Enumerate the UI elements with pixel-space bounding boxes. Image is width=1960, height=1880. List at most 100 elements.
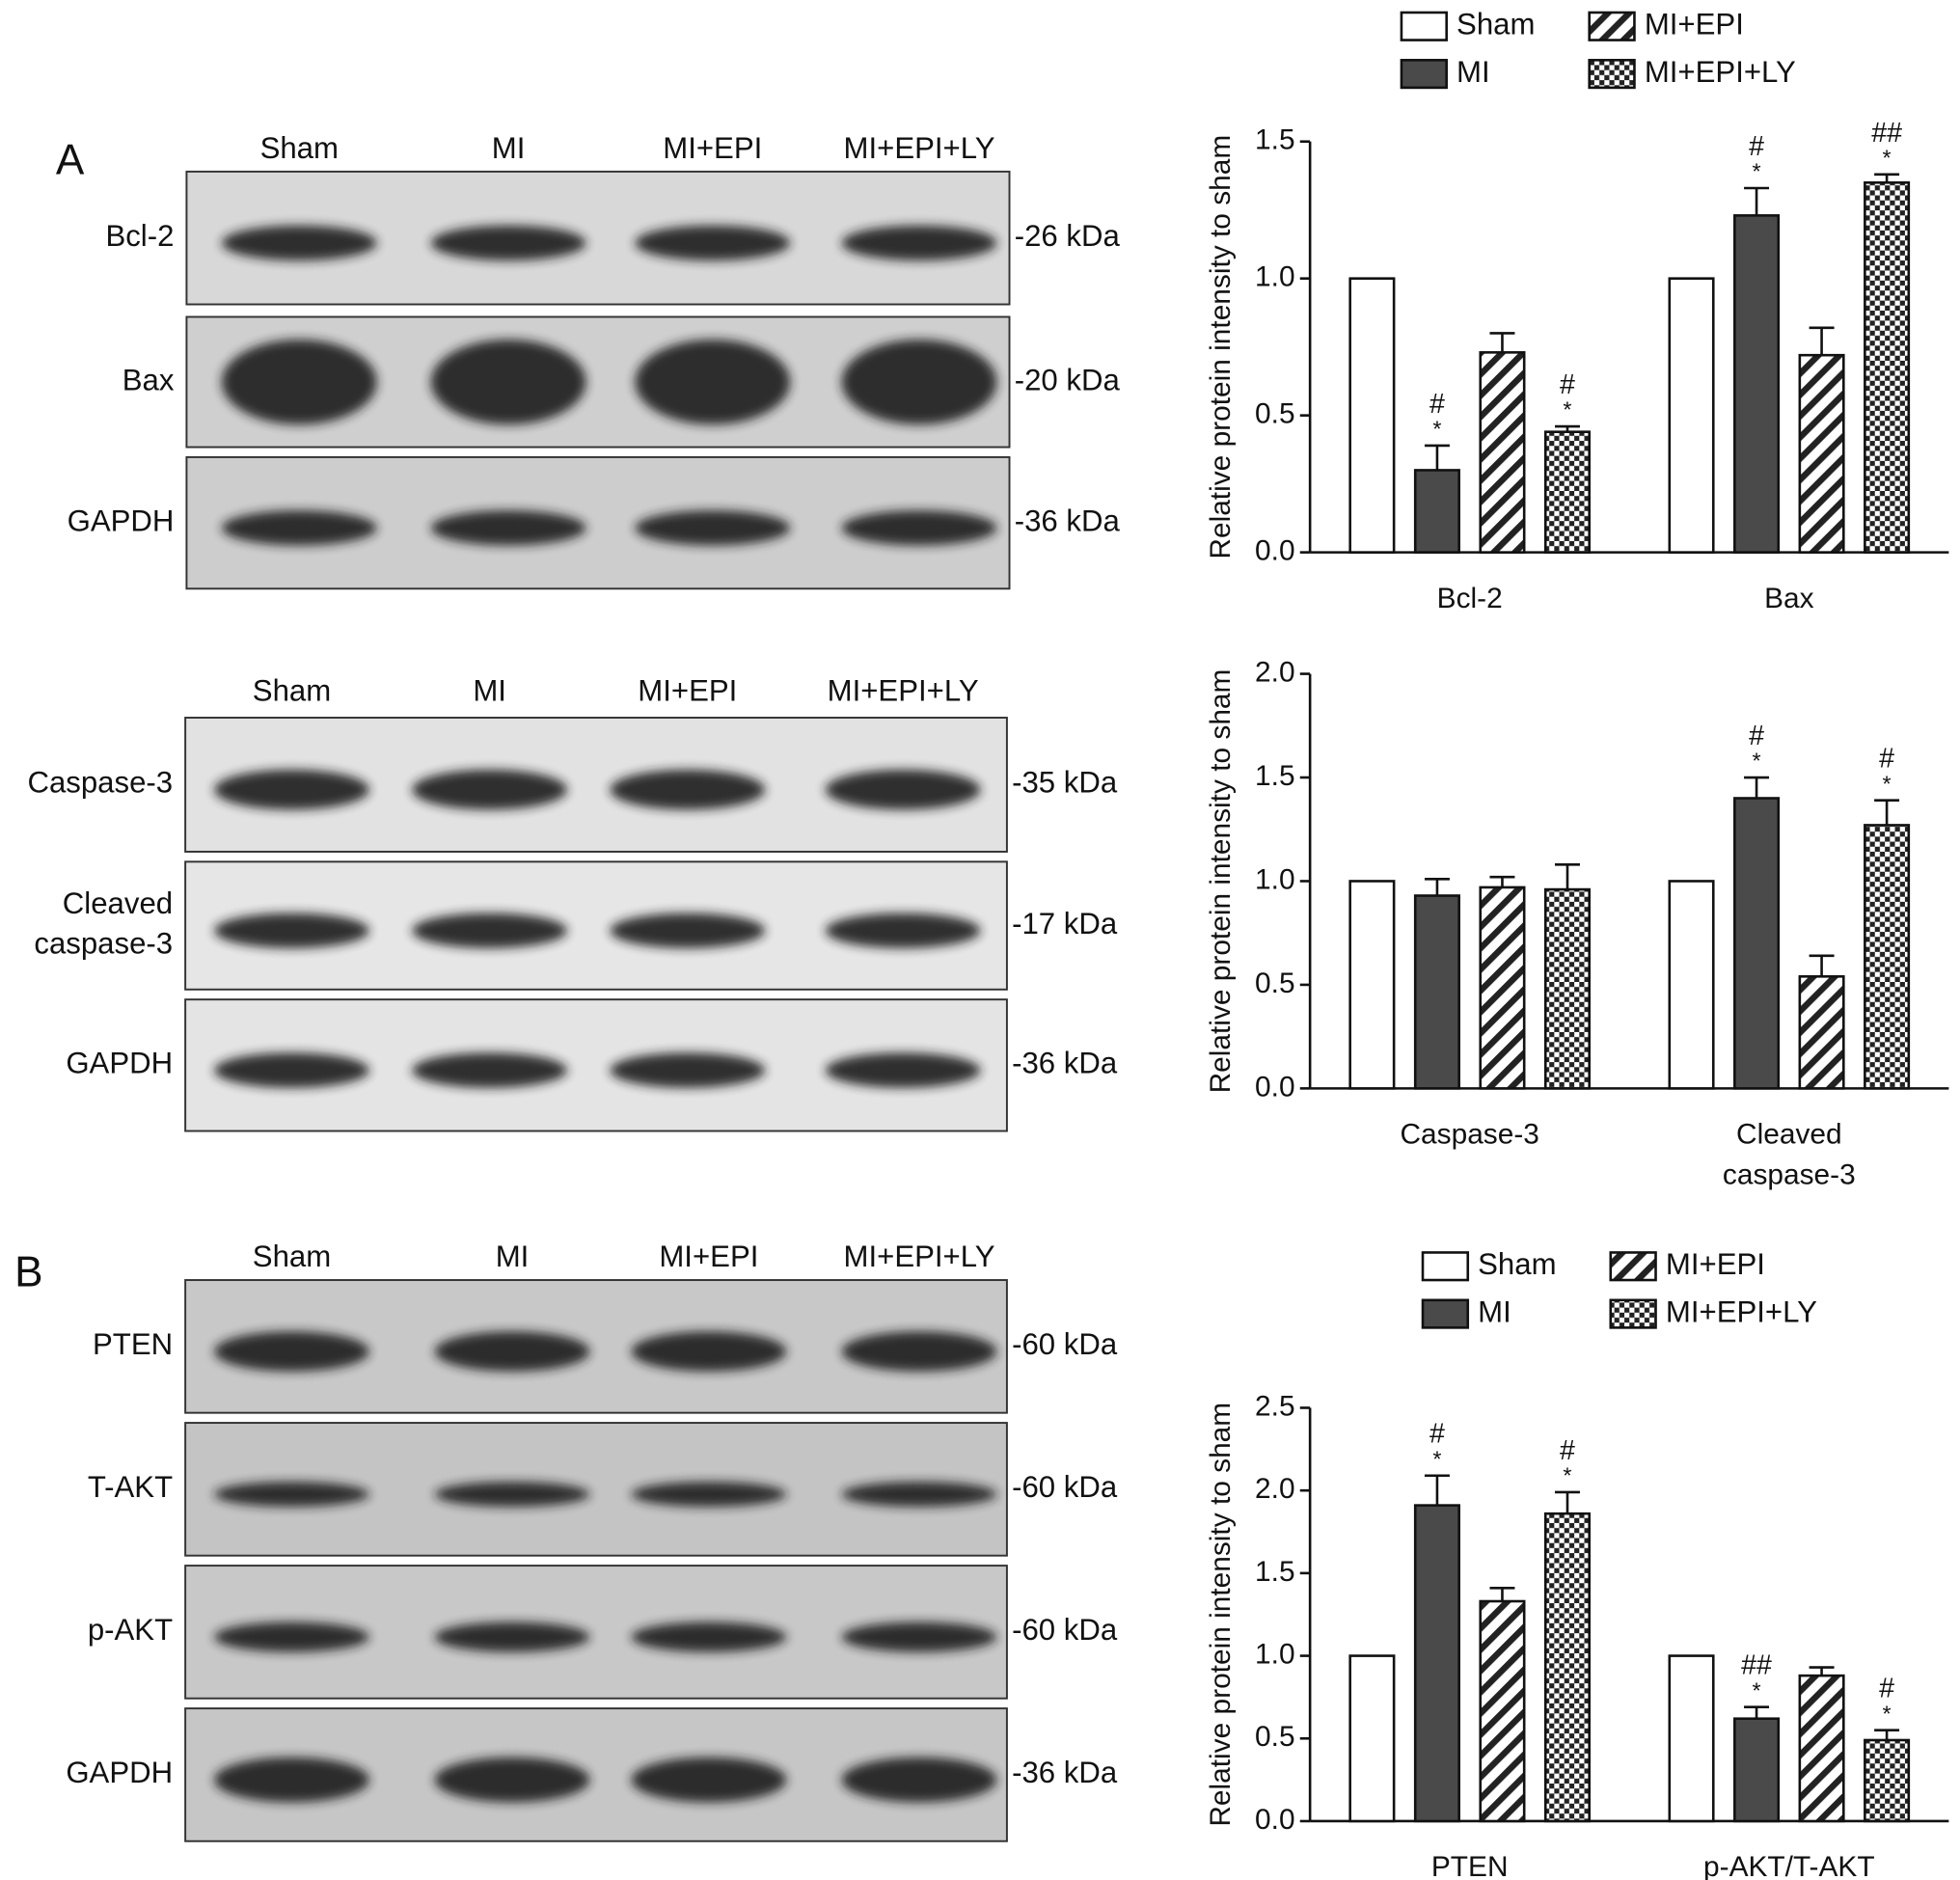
- bar: [1543, 887, 1592, 1090]
- blot-band: [434, 1757, 590, 1803]
- bar: [1479, 351, 1526, 554]
- bar: [1798, 353, 1845, 554]
- lane-label: MI: [496, 1240, 530, 1273]
- blot-band: [430, 225, 586, 261]
- blot-band: [221, 339, 377, 425]
- molecular-weight: -26 kDa: [1015, 219, 1121, 253]
- blot-band: [213, 1621, 369, 1652]
- x-tick-label: PTEN: [1431, 1851, 1509, 1880]
- y-axis-label: Relative protein intensity to sham: [1205, 1403, 1237, 1827]
- significance-mark: #: [1749, 721, 1764, 751]
- bar: [1798, 975, 1845, 1090]
- y-tick-label: 1.5: [1255, 1556, 1295, 1588]
- y-tick-label: 0.0: [1255, 1071, 1295, 1103]
- blot-band: [610, 769, 766, 810]
- lane-label: MI+EPI: [659, 1240, 758, 1273]
- legend-label: MI: [1478, 1294, 1511, 1328]
- blot-band: [213, 769, 369, 810]
- legend-swatch: [1421, 1251, 1470, 1282]
- legend-label: MI+EPI+LY: [1666, 1294, 1817, 1328]
- blot-band: [213, 1052, 369, 1088]
- blot-band: [434, 1331, 590, 1372]
- bar: [1864, 181, 1911, 554]
- legend-label: MI+EPI+LY: [1645, 55, 1796, 89]
- blot-band: [841, 225, 997, 261]
- panel-label: A: [56, 136, 85, 183]
- bar: [1348, 880, 1396, 1090]
- molecular-weight: -35 kDa: [1012, 766, 1118, 800]
- significance-mark: *: [1563, 397, 1571, 422]
- y-tick-label: 0.0: [1255, 1804, 1295, 1836]
- blot-band: [825, 1052, 981, 1088]
- blot-band: [635, 510, 791, 546]
- molecular-weight: -60 kDa: [1012, 1327, 1118, 1361]
- significance-mark: *: [1883, 1701, 1892, 1726]
- lane-label: MI: [473, 673, 506, 707]
- bar: [1733, 1717, 1781, 1823]
- blot-band: [213, 1331, 369, 1372]
- x-tick-label: Bcl-2: [1437, 583, 1503, 614]
- bar: [1798, 1674, 1845, 1823]
- y-tick-label: 0.5: [1255, 967, 1295, 999]
- legend-label: MI: [1456, 55, 1490, 89]
- blot-band: [221, 225, 377, 261]
- blot-band: [635, 225, 791, 261]
- significance-mark: #: [1560, 1435, 1575, 1466]
- y-tick-label: 1.5: [1255, 760, 1295, 792]
- y-tick-label: 0.5: [1255, 398, 1295, 430]
- molecular-weight: -36 kDa: [1012, 1756, 1118, 1789]
- bar: [1733, 797, 1781, 1090]
- row-label: Caspase-3: [27, 766, 173, 800]
- row-label: Bax: [122, 363, 175, 396]
- blot-band: [631, 1757, 787, 1803]
- blot-band: [213, 1482, 369, 1508]
- bar: [1543, 1512, 1592, 1823]
- bar: [1413, 894, 1460, 1090]
- blot-band: [434, 1482, 590, 1508]
- bar: [1479, 886, 1526, 1090]
- legend-swatch: [1609, 1298, 1657, 1329]
- y-axis-label: Relative protein intensity to sham: [1205, 135, 1237, 559]
- row-label: p-AKT: [88, 1613, 173, 1647]
- row-label: T-AKT: [88, 1470, 173, 1504]
- blot-band: [213, 913, 369, 948]
- legend-swatch: [1400, 11, 1448, 41]
- bar: [1413, 1504, 1460, 1823]
- blot-band: [213, 1757, 369, 1803]
- molecular-weight: -36 kDa: [1015, 504, 1121, 537]
- blot-band: [412, 769, 568, 810]
- lane-label: Sham: [260, 131, 339, 165]
- significance-mark: #: [1429, 389, 1445, 420]
- y-tick-label: 1.5: [1255, 124, 1295, 156]
- significance-mark: #: [1560, 369, 1575, 400]
- legend-label: Sham: [1478, 1247, 1556, 1281]
- bar: [1668, 880, 1715, 1090]
- lane-label: MI+EPI: [638, 673, 737, 707]
- row-label: GAPDH: [68, 504, 175, 537]
- blot-band: [841, 1621, 997, 1652]
- significance-mark: ##: [1871, 118, 1902, 149]
- lane-label: Sham: [253, 1240, 331, 1273]
- significance-mark: *: [1883, 771, 1892, 796]
- y-tick-label: 2.0: [1255, 656, 1295, 688]
- blot-band: [841, 1331, 997, 1372]
- molecular-weight: -20 kDa: [1015, 363, 1121, 396]
- significance-mark: #: [1879, 744, 1894, 775]
- row-label: GAPDH: [66, 1047, 173, 1080]
- lane-label: MI+EPI: [663, 131, 762, 165]
- bar: [1543, 430, 1592, 554]
- significance-mark: *: [1883, 145, 1892, 170]
- y-tick-label: 0.0: [1255, 535, 1295, 567]
- bar: [1864, 824, 1911, 1090]
- bar: [1668, 1654, 1715, 1823]
- legend-swatch: [1588, 59, 1636, 90]
- significance-mark: *: [1753, 1677, 1761, 1703]
- molecular-weight: -17 kDa: [1012, 907, 1118, 940]
- bar: [1348, 277, 1396, 554]
- blot-band: [430, 339, 586, 425]
- legend-swatch: [1421, 1298, 1470, 1329]
- y-tick-label: 2.5: [1255, 1390, 1295, 1422]
- y-tick-label: 1.0: [1255, 863, 1295, 895]
- legend-swatch: [1588, 11, 1636, 41]
